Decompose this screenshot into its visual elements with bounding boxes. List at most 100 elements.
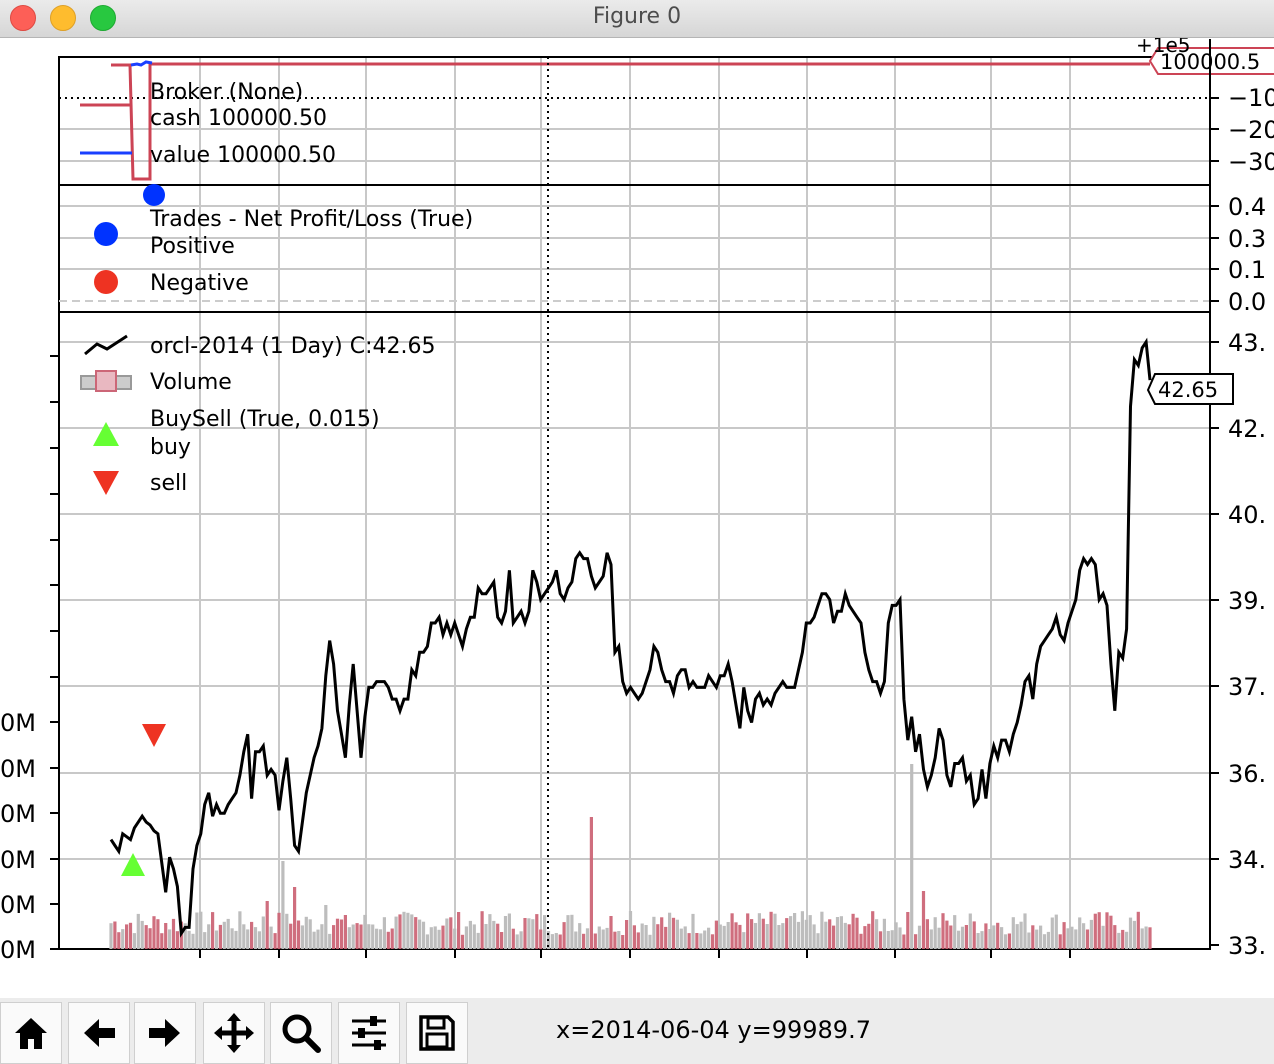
volume-bar <box>117 932 121 949</box>
figure-canvas[interactable]: 100000.5 +1e5 −10 −20 −30 Broker (None) … <box>0 38 1274 998</box>
window-title: Figure 0 <box>592 4 682 29</box>
volume-bar <box>976 933 980 949</box>
volume-bar <box>835 917 840 949</box>
volume-bar <box>574 931 578 949</box>
broker-legend-title: Broker (None) <box>150 80 303 105</box>
volume-bar <box>445 918 449 949</box>
broker-ytick-label: −30 <box>1228 148 1274 176</box>
cash-line <box>111 62 1150 181</box>
volume-bar <box>222 921 226 949</box>
home-icon <box>15 1018 47 1049</box>
broker-panel: 100000.5 +1e5 −10 −20 −30 Broker (None) … <box>58 38 1274 186</box>
volume-bar <box>828 919 832 949</box>
volume-bar <box>234 930 238 949</box>
buy-legend-marker <box>93 422 119 446</box>
volume-bar <box>898 927 902 949</box>
zoom-button[interactable] <box>270 1002 332 1064</box>
trades-ytick-label: 0.4 <box>1228 193 1266 221</box>
price-ytick-label: 36. <box>1228 760 1266 788</box>
volume-bar <box>968 913 972 949</box>
price-grid <box>60 313 1209 948</box>
figure-svg[interactable]: 100000.5 +1e5 −10 −20 −30 Broker (None) … <box>0 38 1274 998</box>
volume-bar <box>648 934 652 949</box>
volume-bar <box>160 933 164 949</box>
volume-bar <box>199 911 203 949</box>
volume-bar <box>543 915 547 949</box>
volume-bar <box>613 931 617 949</box>
volume-bar <box>570 914 574 949</box>
volume-bar <box>906 912 910 949</box>
sell-legend-label: sell <box>150 471 187 496</box>
volume-bar <box>933 917 937 949</box>
volume-bar <box>183 923 187 949</box>
volume-bar <box>410 914 414 949</box>
volume-bar <box>886 931 890 949</box>
volume-bar <box>468 920 472 949</box>
volume-bar <box>269 926 273 949</box>
volume-bar <box>511 928 515 949</box>
volume-bar <box>726 922 730 949</box>
volume-bar <box>152 916 156 949</box>
close-window-button[interactable] <box>10 5 36 31</box>
forward-button[interactable] <box>134 1002 196 1064</box>
close-price-line <box>109 337 1152 938</box>
minimize-window-button[interactable] <box>50 5 76 31</box>
volume-bar <box>1027 932 1031 949</box>
zoom-icon <box>282 1014 321 1053</box>
save-button[interactable] <box>406 1002 468 1064</box>
volume-bar <box>378 929 383 949</box>
volume-bar <box>1070 926 1074 949</box>
volume-bar <box>632 925 636 949</box>
volume-bar <box>703 930 707 949</box>
volume-bar <box>710 934 715 949</box>
home-button[interactable] <box>0 1002 62 1064</box>
volume-bar <box>601 929 605 949</box>
volume-bar <box>851 913 855 949</box>
trades-panel: Trades - Net Profit/Loss (True) Positive… <box>58 184 1266 316</box>
volume-bar <box>707 927 711 949</box>
volume-bar <box>1121 929 1125 949</box>
back-icon <box>84 1019 115 1047</box>
volume-bar <box>796 921 801 949</box>
volume-ytick-label: 0M <box>0 936 36 964</box>
volume-bar <box>668 912 672 949</box>
volume-bar <box>1066 928 1070 949</box>
volume-bar <box>1074 929 1078 949</box>
volume-bar <box>332 925 336 949</box>
volume-bar <box>515 934 519 949</box>
volume-bar <box>859 933 863 949</box>
volume-bar <box>1000 927 1004 949</box>
volume-bar <box>128 922 133 949</box>
volume-bar <box>335 918 340 949</box>
configure-subplots-button[interactable] <box>338 1002 400 1064</box>
volume-bar <box>1109 915 1113 949</box>
volume-bar <box>300 925 304 949</box>
volume-bar <box>625 920 629 949</box>
volume-bar <box>156 919 160 949</box>
volume-bar <box>207 924 211 949</box>
volume-bar <box>589 817 593 949</box>
volume-bar <box>964 925 968 949</box>
positive-legend-label: Positive <box>150 234 235 259</box>
volume-bar <box>683 926 687 949</box>
volume-bar <box>820 911 824 949</box>
pan-button[interactable] <box>203 1002 265 1064</box>
volume-bar <box>148 928 152 949</box>
maximize-window-button[interactable] <box>90 5 116 31</box>
volume-bar <box>746 913 750 949</box>
volume-bar <box>507 913 511 949</box>
volume-bar <box>257 931 261 949</box>
volume-bar <box>296 920 301 949</box>
volume-bar <box>609 916 613 949</box>
volume-bar <box>1128 917 1133 949</box>
volume-bar <box>390 928 394 949</box>
volume-bar <box>1042 934 1047 949</box>
volume-bar <box>793 913 797 949</box>
volume-bar <box>980 931 984 949</box>
volume-bar <box>293 887 297 949</box>
price-ytick-label: 33. <box>1228 932 1266 960</box>
back-button[interactable] <box>68 1002 130 1064</box>
volume-bar <box>1117 932 1121 949</box>
volume-ytick-label: 0M <box>0 846 36 874</box>
volume-bar <box>480 911 484 949</box>
